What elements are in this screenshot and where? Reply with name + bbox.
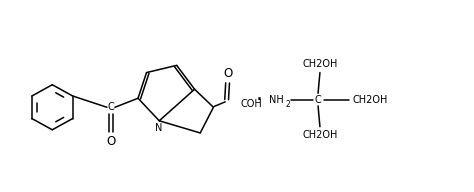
- Text: O: O: [107, 135, 116, 148]
- Text: CH2OH: CH2OH: [302, 59, 337, 69]
- Text: CH2OH: CH2OH: [353, 95, 388, 105]
- Text: C: C: [315, 95, 321, 105]
- Text: COH: COH: [240, 99, 262, 109]
- Text: CH2OH: CH2OH: [302, 130, 337, 140]
- Text: 2: 2: [285, 100, 290, 109]
- Text: ·: ·: [256, 90, 263, 110]
- Text: NH: NH: [269, 95, 284, 105]
- Text: C: C: [108, 102, 115, 112]
- Text: N: N: [155, 123, 163, 133]
- Text: O: O: [223, 67, 232, 80]
